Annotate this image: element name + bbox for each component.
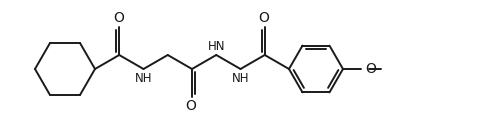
Text: O: O: [185, 99, 196, 113]
Text: NH: NH: [232, 71, 249, 84]
Text: O: O: [113, 11, 123, 25]
Text: O: O: [258, 11, 269, 25]
Text: NH: NH: [135, 71, 152, 84]
Text: O: O: [365, 62, 376, 76]
Text: HN: HN: [208, 39, 225, 52]
